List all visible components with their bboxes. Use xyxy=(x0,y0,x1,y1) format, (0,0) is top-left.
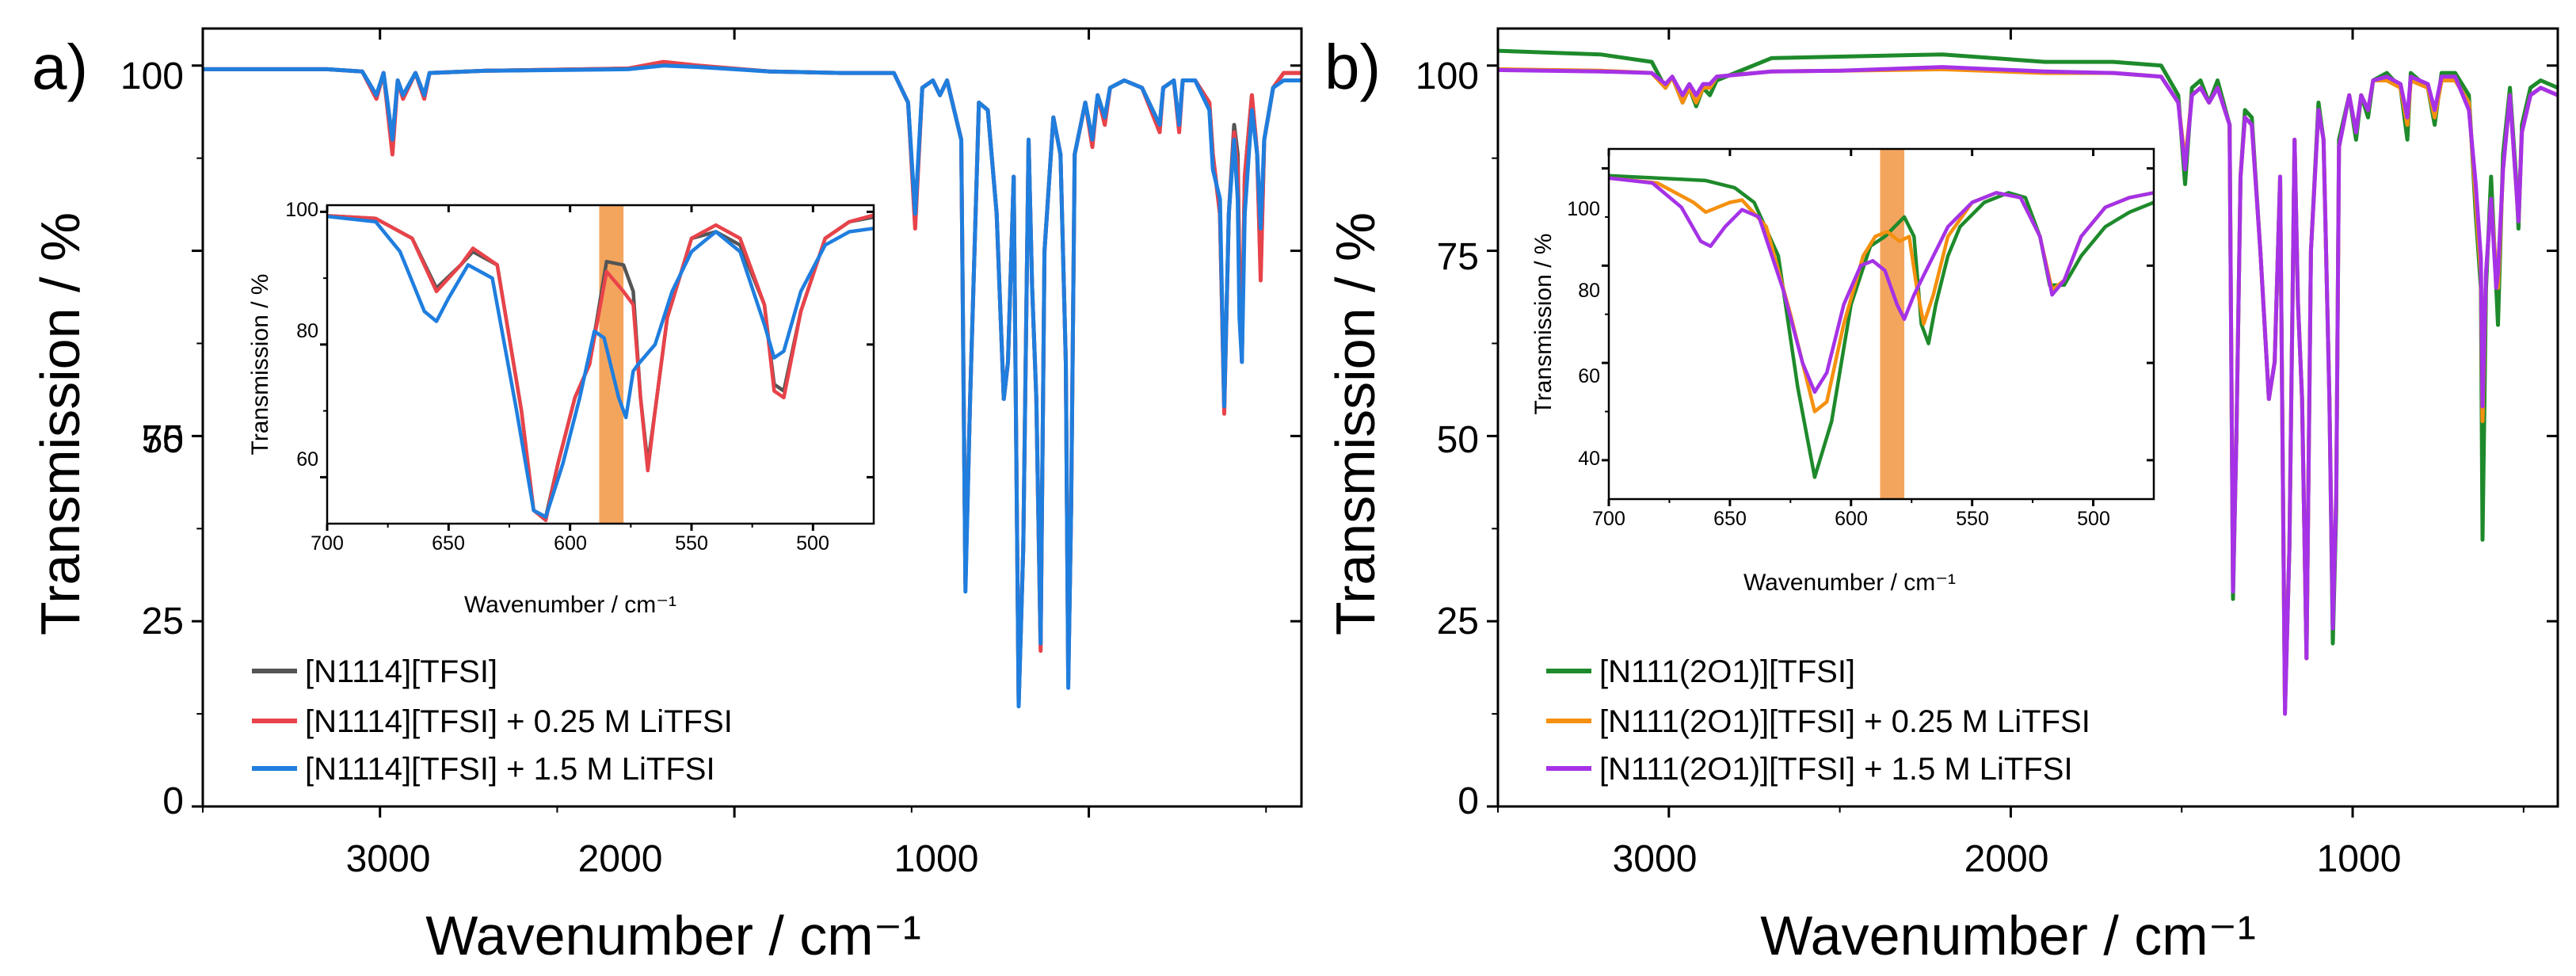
panel-b-ytick-label-50: 50 xyxy=(1437,419,1479,461)
panel-b-letter: b) xyxy=(1324,32,1381,102)
panel-b-inset-xtick-label-500: 500 xyxy=(2077,508,2110,530)
panel-a-xtick-label-1000: 1000 xyxy=(894,838,979,880)
panel-b-ytick-label-100: 100 xyxy=(1416,55,1479,97)
panel-a-inset-ytick-label-80: 80 xyxy=(296,320,318,342)
panel-b-inset: 40 60 80 100 700 650 600 550 500 Transmi… xyxy=(1530,147,2155,596)
panel-b-inset-series-3-line xyxy=(1608,176,2155,395)
panel-a-inset-frame xyxy=(326,204,875,525)
panel-a-inset-xtick-label-550: 550 xyxy=(675,532,708,555)
panel-b-series-3-line xyxy=(1497,65,2559,716)
panel-a-inset-ylabel: Transmission / % xyxy=(247,274,273,456)
panel-b-inset-xtick-labels: 700 650 600 550 500 xyxy=(1592,508,2110,530)
panel-a-inset-series xyxy=(326,213,875,523)
panel-a-ytick-label-25: 25 xyxy=(142,600,184,642)
panel-a-inset-ytick-label-60: 60 xyxy=(296,448,318,471)
panel-a-ytick-label-100: 100 xyxy=(120,55,184,97)
panel-a-inset-xtick-label-600: 600 xyxy=(554,532,587,555)
panel-b-inset-ytick-label-80: 80 xyxy=(1578,280,1600,302)
panel-b-inset-ytick-labels: 40 60 80 100 xyxy=(1567,198,1600,470)
panel-a-legend-entry-2: [N1114][TFSI] + 0.25 M LiTFSI xyxy=(252,704,733,739)
panel-a-inset-ytick-labels: 60 80 100 xyxy=(285,199,318,471)
panel-b-legend-entry-1: [N111(2O1)][TFSI] xyxy=(1546,654,1855,689)
panel-b-inset-xtick-label-550: 550 xyxy=(1956,508,1989,530)
panel-b-ytick-label-0: 0 xyxy=(1458,780,1479,822)
panel-a-inset-xtick-labels: 700 650 600 550 500 xyxy=(311,532,829,555)
panel-b-ytick-label-25: 25 xyxy=(1437,600,1479,642)
panel-b-inset-highlight-band xyxy=(1880,149,1905,499)
panel-b-inset-xtick-label-650: 650 xyxy=(1713,508,1747,530)
panel-b-inset-series xyxy=(1608,173,2155,479)
panel-a-plot-frame xyxy=(201,27,1303,808)
panel-b-inset-series-2-line xyxy=(1608,176,2155,414)
panel-b-legend-entry-3: [N111(2O1)][TFSI] + 1.5 M LiTFSI xyxy=(1546,752,2073,787)
panel-a-inset: 60 80 100 700 650 600 550 500 Transmissi… xyxy=(247,199,875,618)
panel-a-inset-xtick-label-650: 650 xyxy=(432,532,465,555)
panel-b-ytick-labels: 100 75 50 25 0 xyxy=(1416,55,1479,822)
panel-b-xtick-labels: 3000 2000 1000 xyxy=(1613,838,2402,880)
panel-b-inset-ytick-label-60: 60 xyxy=(1578,365,1600,387)
panel-b-xtick-label-3000: 3000 xyxy=(1613,838,1698,880)
panel-a-inset-xlabel: Wavenumber / cm⁻¹ xyxy=(464,592,676,618)
panel-a-ylabel: Transmission / % xyxy=(29,212,91,635)
panel-a-inset-series-2-line xyxy=(326,213,875,523)
panel-b: b) Transmission / % Wavenumber / cm⁻¹ 10… xyxy=(1324,27,2559,966)
panel-a-legend-entry-1: [N1114][TFSI] xyxy=(252,654,497,689)
panel-b-xlabel: Wavenumber / cm⁻¹ xyxy=(1760,905,2256,966)
panel-b-legend-label-3: [N111(2O1)][TFSI] + 1.5 M LiTFSI xyxy=(1599,752,2073,787)
panel-a-series-3-line xyxy=(203,63,1301,709)
panel-b-inset-frame xyxy=(1607,147,2155,501)
panel-a-ytick-label-0: 0 xyxy=(162,780,184,822)
panel-a-series xyxy=(203,59,1301,709)
panel-b-ylabel: Transmission / % xyxy=(1324,212,1386,635)
panel-a-xlabel: Wavenumber / cm⁻¹ xyxy=(425,905,921,966)
panel-a-letter: a) xyxy=(32,32,88,102)
panel-b-legend-label-1: [N111(2O1)][TFSI] xyxy=(1599,654,1855,689)
panel-a-ytick-labels: 100 75 50 25 0 xyxy=(120,55,184,822)
panel-b-inset-ytick-label-40: 40 xyxy=(1578,448,1600,470)
panel-b-inset-ylabel: Transmission / % xyxy=(1530,234,1557,415)
panel-b-ytick-label-75: 75 xyxy=(1437,236,1479,278)
panel-b-xtick-label-1000: 1000 xyxy=(2317,838,2402,880)
panel-b-plot-frame xyxy=(1496,27,2559,808)
panel-a-ytick-label-50: 50 xyxy=(142,419,184,461)
panel-b-inset-xtick-label-600: 600 xyxy=(1835,508,1868,530)
panel-a-inset-series-3-line xyxy=(326,214,875,519)
panel-b-legend-entry-2: [N111(2O1)][TFSI] + 0.25 M LiTFSI xyxy=(1546,704,2090,739)
panel-a: a) Transmission / % Wavenumber / cm⁻¹ 10… xyxy=(29,27,1303,966)
panel-b-inset-xlabel: Wavenumber / cm⁻¹ xyxy=(1743,570,1956,596)
panel-b-inset-xtick-label-700: 700 xyxy=(1592,508,1625,530)
panel-b-series xyxy=(1497,48,2559,716)
panel-a-legend: [N1114][TFSI] [N1114][TFSI] + 0.25 M LiT… xyxy=(252,654,733,787)
panel-a-inset-ticks xyxy=(320,205,874,531)
panel-a-ytick-label-75: 75 xyxy=(142,418,184,460)
panel-b-legend: [N111(2O1)][TFSI] [N111(2O1)][TFSI] + 0.… xyxy=(1546,654,2090,787)
panel-a-legend-label-3: [N1114][TFSI] + 1.5 M LiTFSI xyxy=(305,752,715,787)
panel-a-legend-entry-3: [N1114][TFSI] + 1.5 M LiTFSI xyxy=(252,752,715,787)
panel-a-xtick-label-2000: 2000 xyxy=(578,838,663,880)
panel-a-xtick-labels: 3000 2000 1000 xyxy=(346,838,979,880)
panel-b-xtick-label-2000: 2000 xyxy=(1964,838,2049,880)
panel-a-inset-ytick-label-100: 100 xyxy=(285,199,318,221)
panel-a-inset-xtick-label-500: 500 xyxy=(796,532,829,555)
panel-a-legend-label-2: [N1114][TFSI] + 0.25 M LiTFSI xyxy=(305,704,733,739)
panel-b-legend-label-2: [N111(2O1)][TFSI] + 0.25 M LiTFSI xyxy=(1599,704,2090,739)
panel-a-legend-label-1: [N1114][TFSI] xyxy=(305,654,497,689)
panel-a-inset-xtick-label-700: 700 xyxy=(311,532,344,555)
panel-b-inset-ytick-label-100: 100 xyxy=(1567,198,1600,220)
panel-a-xtick-label-3000: 3000 xyxy=(346,838,431,880)
